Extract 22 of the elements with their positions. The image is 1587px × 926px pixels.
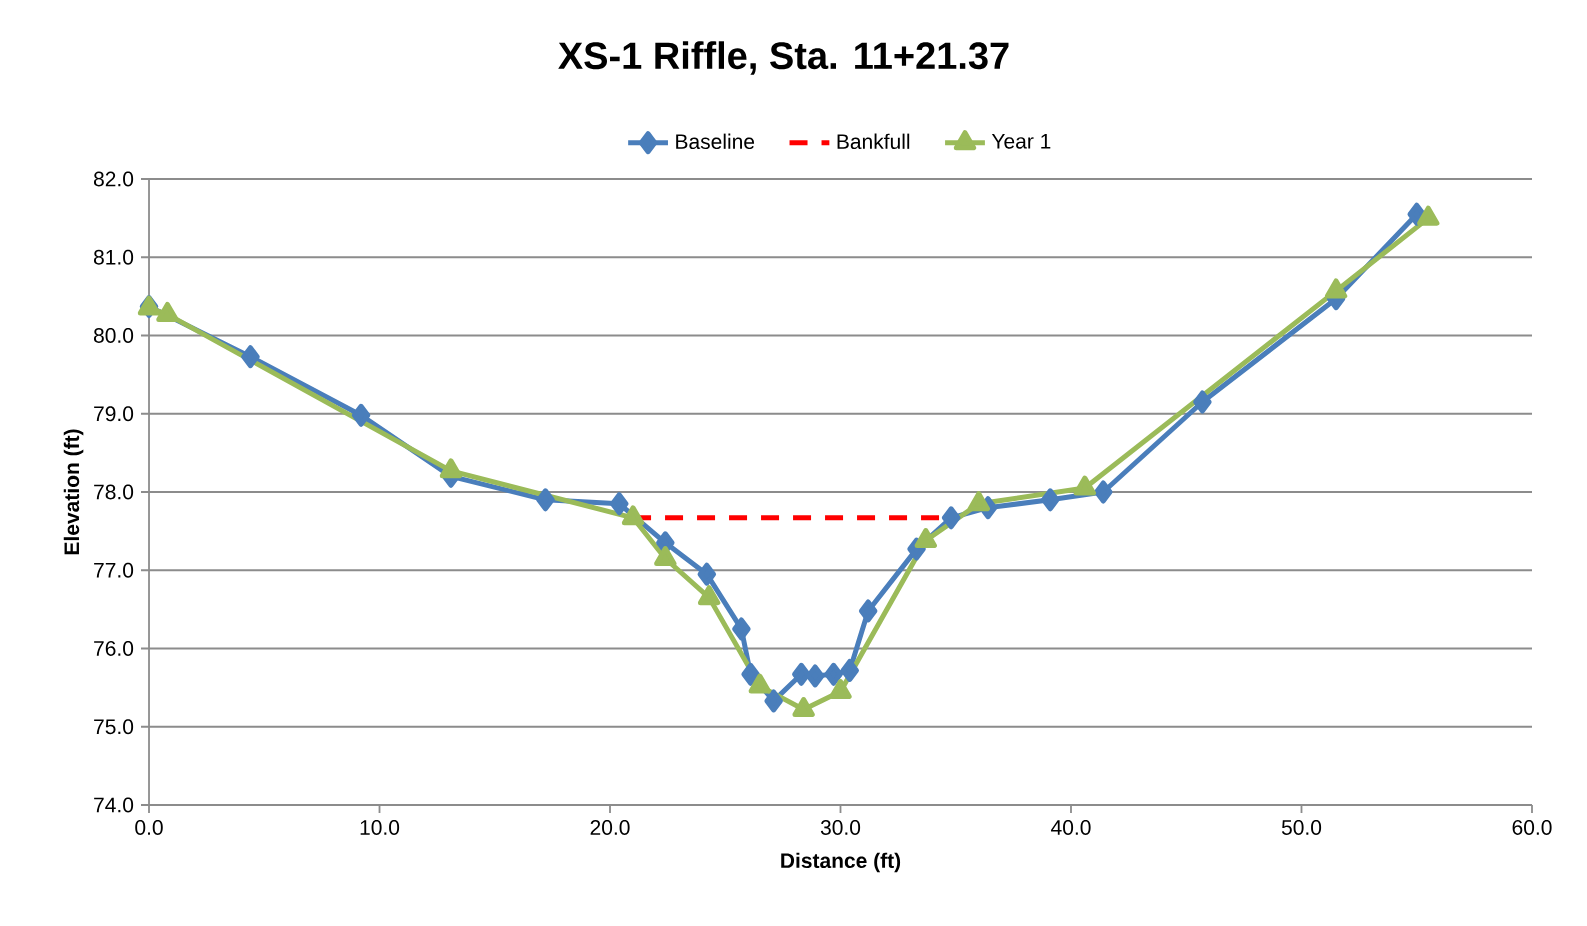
x-tick-label: 30.0	[820, 820, 861, 835]
x-tick-label: 40.0	[1051, 820, 1091, 835]
y-tick-label: 80.0	[93, 328, 134, 343]
y-tick-label: 77.0	[94, 562, 134, 578]
y-axis-title: Elevation (ft)	[63, 429, 84, 555]
y-tick-label: 82.0	[93, 171, 134, 187]
y-tick-label: 81.0	[93, 249, 134, 265]
legend-label: Baseline	[676, 133, 755, 150]
x-tick-label: 60.0	[1512, 820, 1552, 835]
chart-title: XS-1 Riffle, Sta. 11+21.37	[558, 41, 1009, 75]
x-tick-label: 0.0	[135, 820, 163, 835]
x-tick-label: 20.0	[590, 820, 630, 835]
y-tick-label: 78.0	[94, 484, 134, 500]
y-tick-label: 79.0	[94, 406, 134, 422]
x-axis-title: Distance (ft)	[781, 852, 901, 873]
legend-label: Bankfull	[837, 133, 910, 150]
x-tick-label: 10.0	[360, 820, 400, 835]
legend-label: Year 1	[991, 134, 1051, 149]
y-tick-label: 76.0	[94, 641, 134, 656]
y-tick-label: 74.0	[94, 797, 134, 813]
x-tick-label: 50.0	[1281, 820, 1322, 835]
y-tick-label: 75.0	[94, 719, 134, 735]
